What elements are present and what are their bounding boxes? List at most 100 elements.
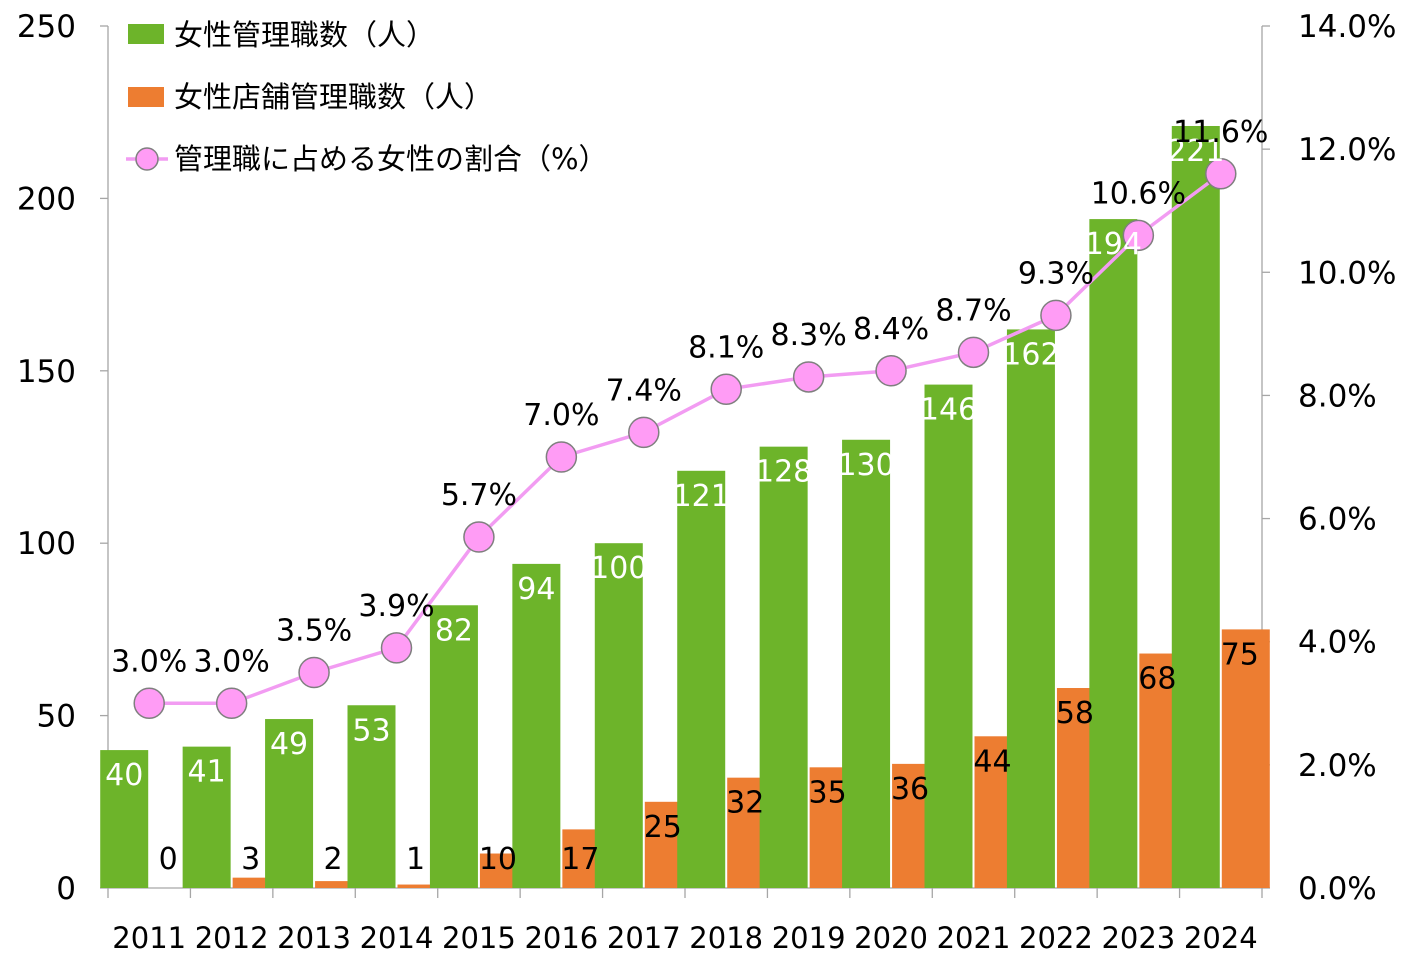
x-axis-tick-label: 2020 (854, 921, 928, 955)
bar-value-label: 10 (479, 842, 517, 877)
bar-value-label: 41 (188, 755, 226, 790)
left-axis-tick-label: 250 (17, 9, 76, 45)
right-axis-tick-label: 4.0% (1298, 625, 1377, 661)
bar-value-label: 3 (241, 842, 260, 877)
ratio-value-label: 7.4% (606, 373, 682, 408)
ratio-value-label: 7.0% (523, 398, 599, 433)
ratio-point (875, 355, 907, 387)
ratio-line (133, 158, 1237, 720)
bar-value-label: 53 (352, 713, 390, 748)
bar-female-store-managers (1221, 629, 1270, 888)
bar-value-label: 100 (590, 551, 647, 586)
bar-value-label: 94 (517, 572, 555, 607)
x-axis-tick-label: 2023 (1101, 921, 1175, 955)
bar-value-label: 58 (1056, 696, 1094, 731)
right-axis-tick-label: 0.0% (1298, 871, 1377, 907)
bar-female-managers (924, 384, 973, 888)
legend-label-female-managers: 女性管理職数（人） (174, 18, 435, 52)
ratio-point (628, 416, 660, 449)
ratio-point (380, 632, 413, 664)
left-axis-tick-label: 0 (56, 871, 76, 907)
x-axis-tick-label: 2013 (277, 921, 351, 955)
ratio-point (133, 687, 165, 720)
bar-value-label: 194 (1085, 227, 1142, 262)
ratio-point (545, 441, 578, 473)
bar-value-label: 82 (435, 613, 473, 648)
ratio-value-label: 3.9% (358, 589, 434, 624)
x-axis-tick-label: 2024 (1184, 921, 1258, 955)
ratio-value-label: 3.0% (194, 644, 270, 679)
legend-swatch-female-managers (128, 24, 164, 44)
ratio-point (1205, 158, 1237, 190)
bar-value-label: 75 (1221, 637, 1259, 672)
ratio-value-label: 11.6% (1173, 115, 1268, 150)
bar-value-label: 130 (837, 448, 894, 483)
ratio-point (710, 373, 742, 406)
bar-female-managers (1089, 219, 1138, 888)
left-axis-tick-label: 50 (37, 699, 76, 735)
x-axis-tick-label: 2015 (442, 921, 516, 955)
bar-female-managers (100, 750, 149, 888)
left-axis-tick-label: 100 (17, 526, 76, 562)
right-axis-tick-label: 12.0% (1298, 132, 1396, 168)
bar-value-label: 68 (1138, 662, 1176, 697)
left-axis-tick-label: 200 (17, 181, 76, 217)
x-axis-tick-label: 2014 (360, 921, 434, 955)
bar-value-label: 17 (561, 842, 599, 877)
bar-female-managers (182, 746, 231, 888)
bar-value-label: 162 (1002, 337, 1059, 372)
right-axis-tick-label: 8.0% (1298, 378, 1377, 414)
ratio-point (1122, 219, 1155, 252)
bar-female-managers (512, 563, 561, 888)
bar-female-managers (265, 719, 314, 888)
bar-value-label: 2 (324, 842, 343, 877)
ratio-point (463, 521, 495, 553)
legend: 女性管理職数（人） 女性店舗管理職数（人） 管理職に占める女性の割合（%） (126, 18, 608, 176)
right-axis-tick-label: 2.0% (1298, 748, 1377, 784)
bar-female-managers (594, 543, 643, 888)
legend-marker-ratio (135, 147, 159, 171)
bar-female-managers (1006, 329, 1055, 888)
ratio-point (1040, 299, 1072, 332)
right-axis-tick-label: 10.0% (1298, 255, 1396, 291)
bar-female-managers (842, 439, 891, 888)
bar-value-label: 0 (159, 842, 178, 877)
x-axis-tick-label: 2012 (195, 921, 269, 955)
bar-value-label: 25 (644, 810, 682, 845)
x-axis-tick-label: 2011 (112, 921, 186, 955)
legend-swatch-female-store-managers (128, 87, 164, 107)
bar-value-label: 128 (755, 455, 812, 490)
ratio-value-label: 3.0% (111, 644, 187, 679)
bar-value-label: 35 (809, 775, 847, 810)
bar-value-label: 40 (105, 758, 143, 793)
bar-value-label: 36 (891, 772, 929, 807)
x-axis-tick-label: 2022 (1019, 921, 1093, 955)
ratio-value-label: 8.1% (688, 330, 764, 365)
ratio-value-label: 8.3% (771, 318, 847, 353)
bar-female-store-managers (397, 884, 446, 888)
x-axis-tick-label: 2018 (689, 921, 763, 955)
x-axis-tick-label: 2021 (937, 921, 1011, 955)
bar-value-label: 146 (920, 393, 977, 428)
ratio-point (792, 361, 825, 393)
legend-label-ratio: 管理職に占める女性の割合（%） (174, 142, 608, 176)
bar-female-managers (677, 470, 726, 888)
ratio-value-label: 5.7% (441, 478, 517, 513)
bar-female-managers (759, 446, 808, 888)
bar-value-label: 221 (1167, 134, 1224, 169)
bar-female-store-managers (232, 877, 281, 888)
bar-female-managers (347, 705, 396, 888)
bar-value-label: 32 (726, 786, 764, 821)
left-axis-tick-label: 150 (17, 354, 76, 390)
legend-label-female-store-managers: 女性店舗管理職数（人） (174, 80, 493, 114)
ratio-value-label: 8.7% (935, 293, 1011, 328)
ratio-point (215, 687, 248, 720)
bars (100, 125, 1270, 888)
x-axis-tick-label: 2019 (772, 921, 846, 955)
right-axis-tick-label: 14.0% (1298, 9, 1396, 45)
axes: 0501001502002500.0%2.0%4.0%6.0%8.0%10.0%… (17, 9, 1397, 955)
data-labels: 40 0 41 3 49 2 53 1 82 10 94 17 100 25 121 32 128 35 130 36… (105, 115, 1268, 877)
ratio-point (957, 336, 990, 369)
bar-value-label: 44 (973, 744, 1011, 779)
